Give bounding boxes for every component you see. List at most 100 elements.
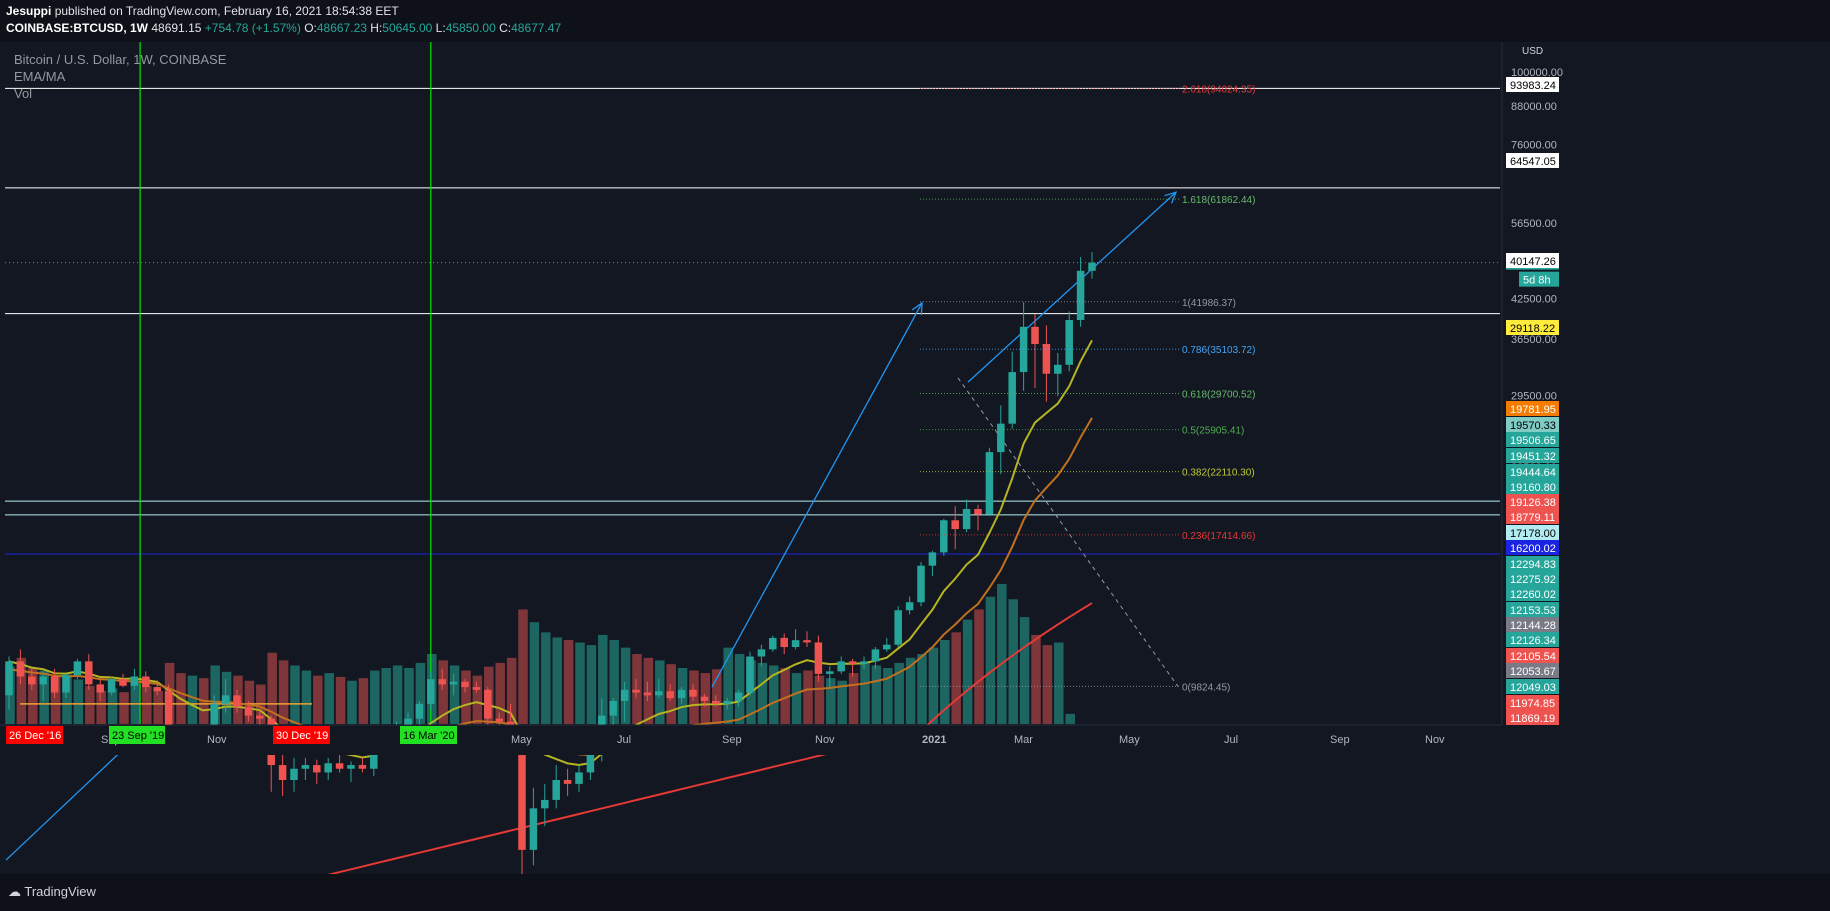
date-marker-bg xyxy=(273,726,330,744)
candle-body xyxy=(689,689,697,697)
candle-body xyxy=(449,681,458,685)
candle-body xyxy=(769,637,777,650)
price-level-tag-bg xyxy=(1506,540,1559,555)
legend-volume[interactable]: Vol xyxy=(14,86,33,101)
projection-line xyxy=(957,377,1179,687)
price-level-tag: 19506.65 xyxy=(1510,435,1556,447)
countdown-label: 5d 8h xyxy=(1523,275,1551,287)
price-level-tag: 11869.19 xyxy=(1510,713,1555,725)
price-level-tag: 12049.03 xyxy=(1510,682,1556,694)
volume-bar xyxy=(449,665,460,724)
time-tick-label: Nov xyxy=(1425,734,1445,746)
candle-body xyxy=(290,768,298,780)
volume-bar xyxy=(917,654,927,724)
candle-body xyxy=(746,656,754,693)
price-level-tag: 19126.38 xyxy=(1510,497,1556,509)
volume-bar xyxy=(905,657,916,724)
legend-indicator[interactable]: EMA/MA xyxy=(14,69,66,84)
candle-body xyxy=(883,644,891,650)
time-tick-label: May xyxy=(1119,734,1140,746)
volume-bar xyxy=(370,670,380,724)
volume-bar xyxy=(28,668,38,724)
candle-body xyxy=(1076,270,1085,320)
candle-body xyxy=(16,661,25,677)
volume-bar xyxy=(324,673,334,724)
price-level-tag: 18779.11 xyxy=(1510,512,1555,524)
price-level-tag: 12053.67 xyxy=(1510,666,1556,678)
volume-bar xyxy=(757,662,768,724)
time-tick-label: Nov xyxy=(207,734,227,746)
volume-bar xyxy=(632,654,642,724)
candle-body xyxy=(130,676,139,686)
price-level-tag: 12260.02 xyxy=(1510,589,1556,601)
fib-level-label: 0.786(35103.72) xyxy=(1182,345,1255,356)
price-level-tag: 12294.83 xyxy=(1510,559,1556,571)
candle-body xyxy=(164,691,173,732)
price-level-tag: 16200.02 xyxy=(1510,543,1556,555)
candle-body xyxy=(119,679,127,686)
close-label: C: xyxy=(499,21,512,35)
trend-arrow-head xyxy=(1164,191,1178,204)
price-axis: 115000.00100000.0088000.0076000.0056500.… xyxy=(1501,42,1830,732)
trend-arrow-head xyxy=(911,301,923,316)
volume-bar xyxy=(5,666,15,724)
volume-bar xyxy=(244,680,255,724)
symbol-name: COINBASE:BTCUSD, 1W xyxy=(6,21,149,35)
volume-bar xyxy=(62,674,72,724)
price-level-tag-bg xyxy=(1506,710,1559,725)
candle-body xyxy=(712,700,720,704)
date-marker-label: 23 Sep '19 xyxy=(112,730,164,742)
price-level-tag: 19451.32 xyxy=(1510,451,1556,463)
volume-bar xyxy=(358,678,369,724)
published-info: published on TradingView.com, February 1… xyxy=(54,4,399,18)
candle-body xyxy=(278,765,287,780)
candle-body xyxy=(780,637,788,648)
candle-body xyxy=(620,689,629,701)
candle-body xyxy=(85,661,93,685)
candle-body xyxy=(50,676,59,693)
volume-bar xyxy=(586,645,597,724)
price-chart[interactable]: 2.618(94024.35) 1.618(61862.44) 1(41986.37… xyxy=(0,42,1830,874)
volume-bar xyxy=(119,692,129,724)
candle-body xyxy=(221,695,230,704)
volume-bar xyxy=(928,647,939,724)
candle-body xyxy=(541,799,549,809)
price-level-tag: 40147.26 xyxy=(1510,256,1556,268)
price-level-tag-bg xyxy=(1506,509,1559,524)
volume-bar xyxy=(734,654,745,724)
candle-body xyxy=(974,508,982,515)
tradingview-brand[interactable]: ☁ TradingView xyxy=(8,884,96,900)
candle-body xyxy=(62,675,70,693)
trend-arrow xyxy=(711,302,923,688)
price-change: +754.78 (+1.57%) xyxy=(204,21,301,35)
candle-body xyxy=(734,692,743,701)
ohlc-line: COINBASE:BTCUSD, 1W 48691.15 +754.78 (+1… xyxy=(6,21,561,35)
volume-bar xyxy=(769,665,779,724)
candle-body xyxy=(472,687,481,690)
price-level-tag: 64547.05 xyxy=(1510,156,1556,168)
volume-bar xyxy=(461,670,471,724)
axis-unit-label: USD xyxy=(1522,46,1543,57)
candle-body xyxy=(529,808,538,850)
volume-bar xyxy=(940,640,950,724)
volume-bar xyxy=(985,596,996,724)
moving-averages xyxy=(8,339,1093,874)
fib-level-label: 0(9824.45) xyxy=(1182,682,1230,693)
volume-bar xyxy=(347,680,357,724)
price-tick-label: 56500.00 xyxy=(1511,218,1557,230)
candle-body xyxy=(1008,372,1016,424)
candle-body xyxy=(905,602,914,611)
candle-body xyxy=(997,423,1005,453)
candle-body xyxy=(723,700,731,704)
last-price: 48691.15 xyxy=(151,21,202,35)
price-level-tag-bg xyxy=(1506,448,1559,463)
volume-bar xyxy=(73,679,84,724)
volume-bar xyxy=(187,675,198,724)
volume-bar xyxy=(598,634,608,724)
candle-body xyxy=(107,679,116,693)
author-name[interactable]: Jesuppi xyxy=(6,4,52,18)
countdown-bg xyxy=(1519,271,1559,287)
candle-body xyxy=(940,520,948,553)
candle-body xyxy=(142,676,150,688)
fib-level-label: 0.618(29700.52) xyxy=(1182,389,1255,400)
